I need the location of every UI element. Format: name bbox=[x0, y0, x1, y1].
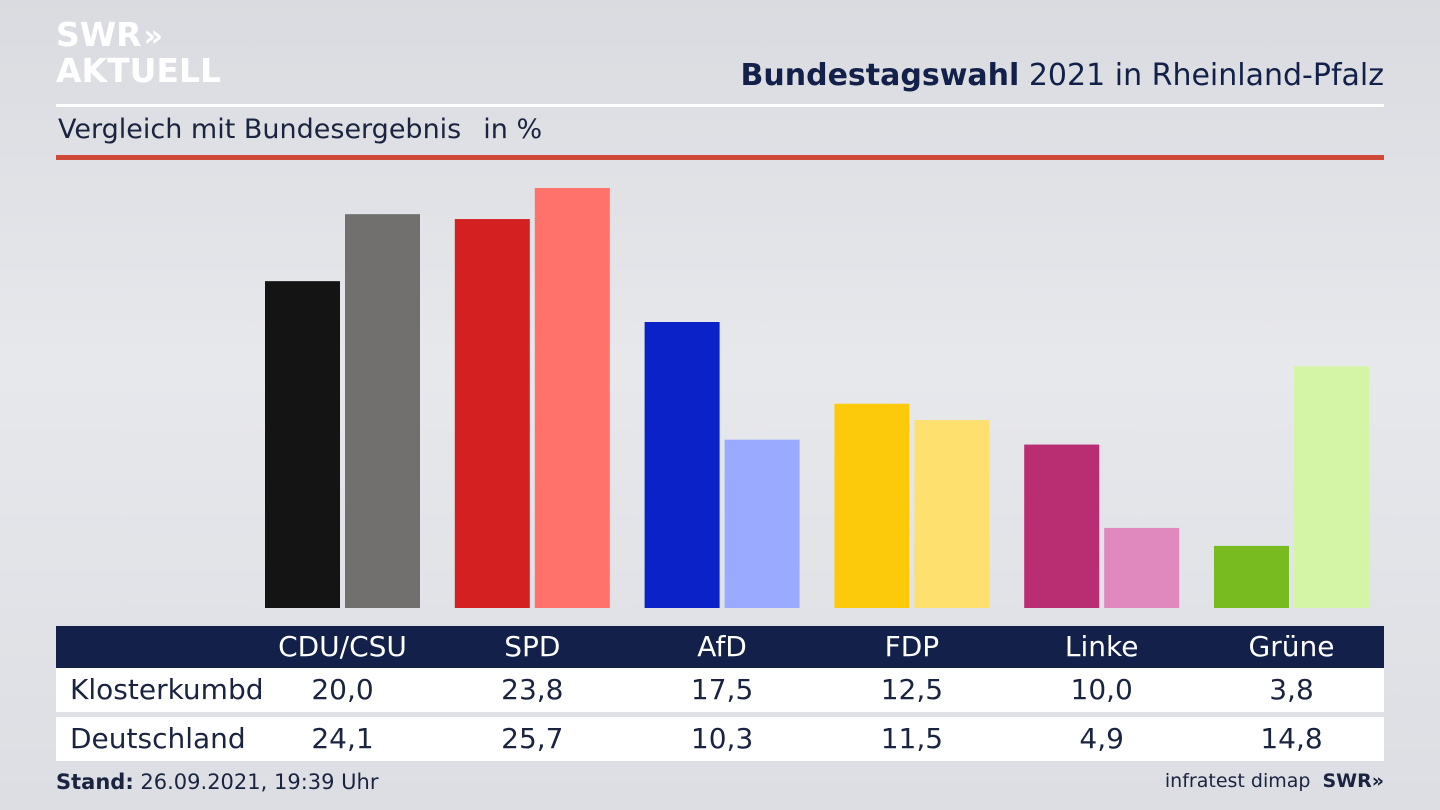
value-afd-national: 10,3 bbox=[690, 722, 754, 755]
title-bold: Bundestagswahl bbox=[740, 58, 1020, 93]
table-row: Klosterkumbd 20,0 23,8 17,5 12,5 10,0 3,8 bbox=[56, 668, 1384, 712]
party-label-fdp: FDP bbox=[884, 630, 940, 663]
subtitle-divider bbox=[56, 155, 1384, 160]
logo-swr: SWR bbox=[56, 15, 142, 54]
stand-label: Stand: bbox=[56, 770, 134, 794]
value-linke-national: 4,9 bbox=[1079, 722, 1124, 755]
table-row: Deutschland 24,1 25,7 10,3 11,5 4,9 14,8 bbox=[56, 717, 1384, 761]
party-label-linke: Linke bbox=[1064, 630, 1139, 663]
swr-small-logo: SWR» bbox=[1322, 770, 1384, 792]
party-label-gruene: Grüne bbox=[1248, 630, 1335, 663]
value-afd-local: 17,5 bbox=[690, 673, 754, 706]
value-cdu-csu-national: 24,1 bbox=[311, 722, 374, 755]
bar-chart bbox=[265, 188, 1369, 608]
unit-label: in % bbox=[483, 114, 543, 145]
party-label-spd: SPD bbox=[504, 630, 561, 663]
stand-value: 26.09.2021, 19:39 Uhr bbox=[133, 770, 379, 794]
bar-cdu-csu-local bbox=[265, 281, 340, 608]
bar-spd-national bbox=[534, 188, 610, 608]
value-fdp-national: 11,5 bbox=[880, 722, 944, 755]
party-label-cdu-csu: CDU/CSU bbox=[278, 630, 407, 663]
party-label-afd: AfD bbox=[697, 630, 747, 663]
bar-cdu-csu-national bbox=[345, 214, 420, 608]
row-label-local: Klosterkumbd bbox=[70, 673, 264, 706]
bar-spd-local bbox=[454, 219, 530, 608]
chart-subtitle: Vergleich mit Bundesergebnis in % bbox=[58, 114, 542, 145]
value-gruene-local: 3,8 bbox=[1269, 673, 1314, 706]
title-rest: 2021 in Rheinland-Pfalz bbox=[1019, 58, 1384, 93]
value-spd-national: 25,7 bbox=[501, 722, 564, 755]
row-label-national: Deutschland bbox=[70, 722, 246, 755]
timestamp: Stand: 26.09.2021, 19:39 Uhr bbox=[56, 770, 379, 794]
value-fdp-local: 12,5 bbox=[880, 673, 944, 706]
subtitle-text: Vergleich mit Bundesergebnis bbox=[58, 114, 462, 145]
page-title: Bundestagswahl 2021 in Rheinland-Pfalz bbox=[741, 58, 1384, 93]
logo-aktuell: AKTUELL bbox=[56, 51, 222, 90]
value-cdu-csu-local: 20,0 bbox=[311, 673, 374, 706]
source-credit: infratest dimap SWR» bbox=[1165, 770, 1384, 792]
bar-fdp-local bbox=[834, 403, 910, 608]
value-spd-local: 23,8 bbox=[501, 673, 564, 706]
bar-gruene-local bbox=[1214, 545, 1289, 608]
bar-linke-local bbox=[1024, 444, 1100, 608]
party-header-row: CDU/CSU SPD AfD FDP Linke Grüne bbox=[56, 626, 1384, 668]
value-gruene-national: 14,8 bbox=[1260, 722, 1323, 755]
source-text: infratest dimap bbox=[1164, 770, 1311, 792]
bar-afd-national bbox=[724, 439, 800, 608]
header-divider bbox=[56, 104, 1384, 107]
bar-afd-local bbox=[644, 322, 720, 608]
bar-gruene-national bbox=[1294, 366, 1369, 608]
bar-linke-national bbox=[1104, 527, 1180, 608]
bar-fdp-national bbox=[914, 420, 990, 608]
swr-aktuell-logo: SWR» AKTUELL bbox=[56, 18, 221, 88]
value-linke-local: 10,0 bbox=[1070, 673, 1133, 706]
